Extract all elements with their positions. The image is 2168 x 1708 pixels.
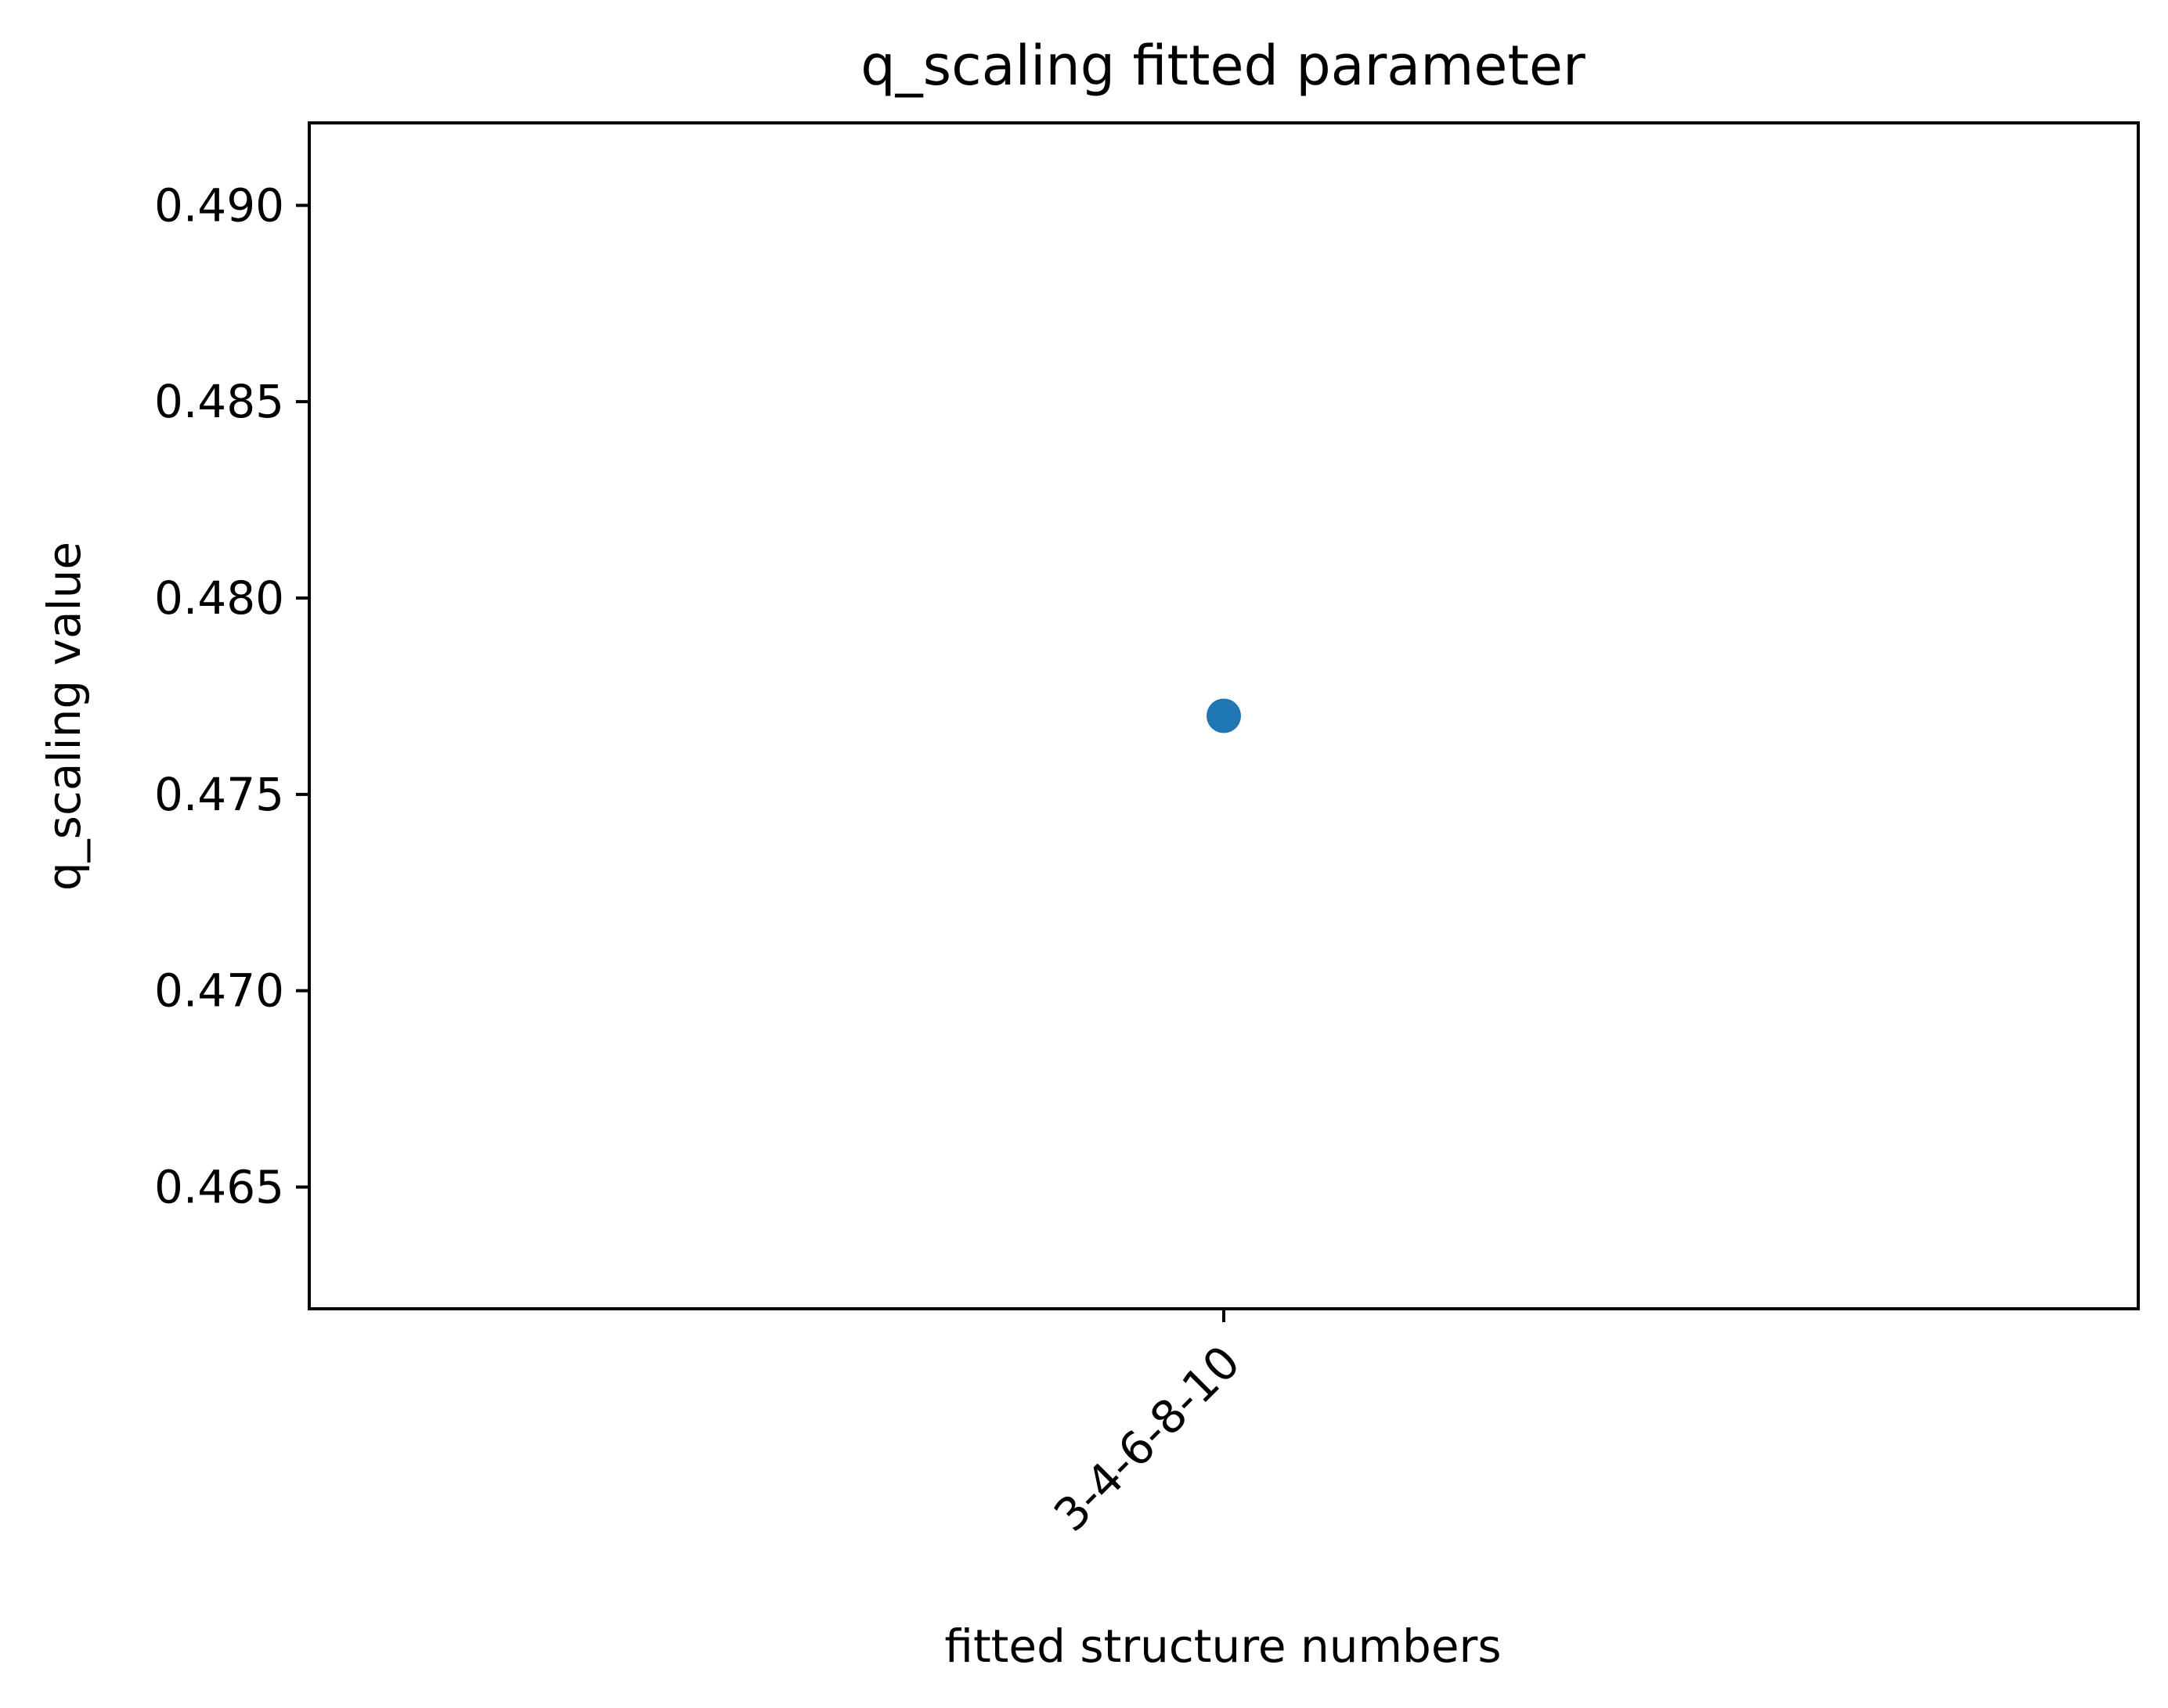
x-axis-label: fitted structure numbers <box>944 1620 1501 1673</box>
y-axis-ticks: 0.465 0.470 0.475 0.480 0.485 0.490 <box>154 178 309 1213</box>
chart-title: q_scaling fitted parameter <box>860 34 1585 98</box>
y-axis-label: q_scaling value <box>38 542 91 891</box>
plot-area-frame <box>308 121 2140 1310</box>
y-tick-label: 0.490 <box>154 178 284 232</box>
y-tick-label: 0.465 <box>154 1160 284 1213</box>
y-tick-label: 0.470 <box>154 964 284 1018</box>
y-tick-label: 0.485 <box>154 375 284 428</box>
y-tick-label: 0.475 <box>154 768 284 821</box>
data-point <box>1207 698 1241 733</box>
data-points <box>1207 698 1241 733</box>
y-tick-label: 0.480 <box>154 571 284 625</box>
